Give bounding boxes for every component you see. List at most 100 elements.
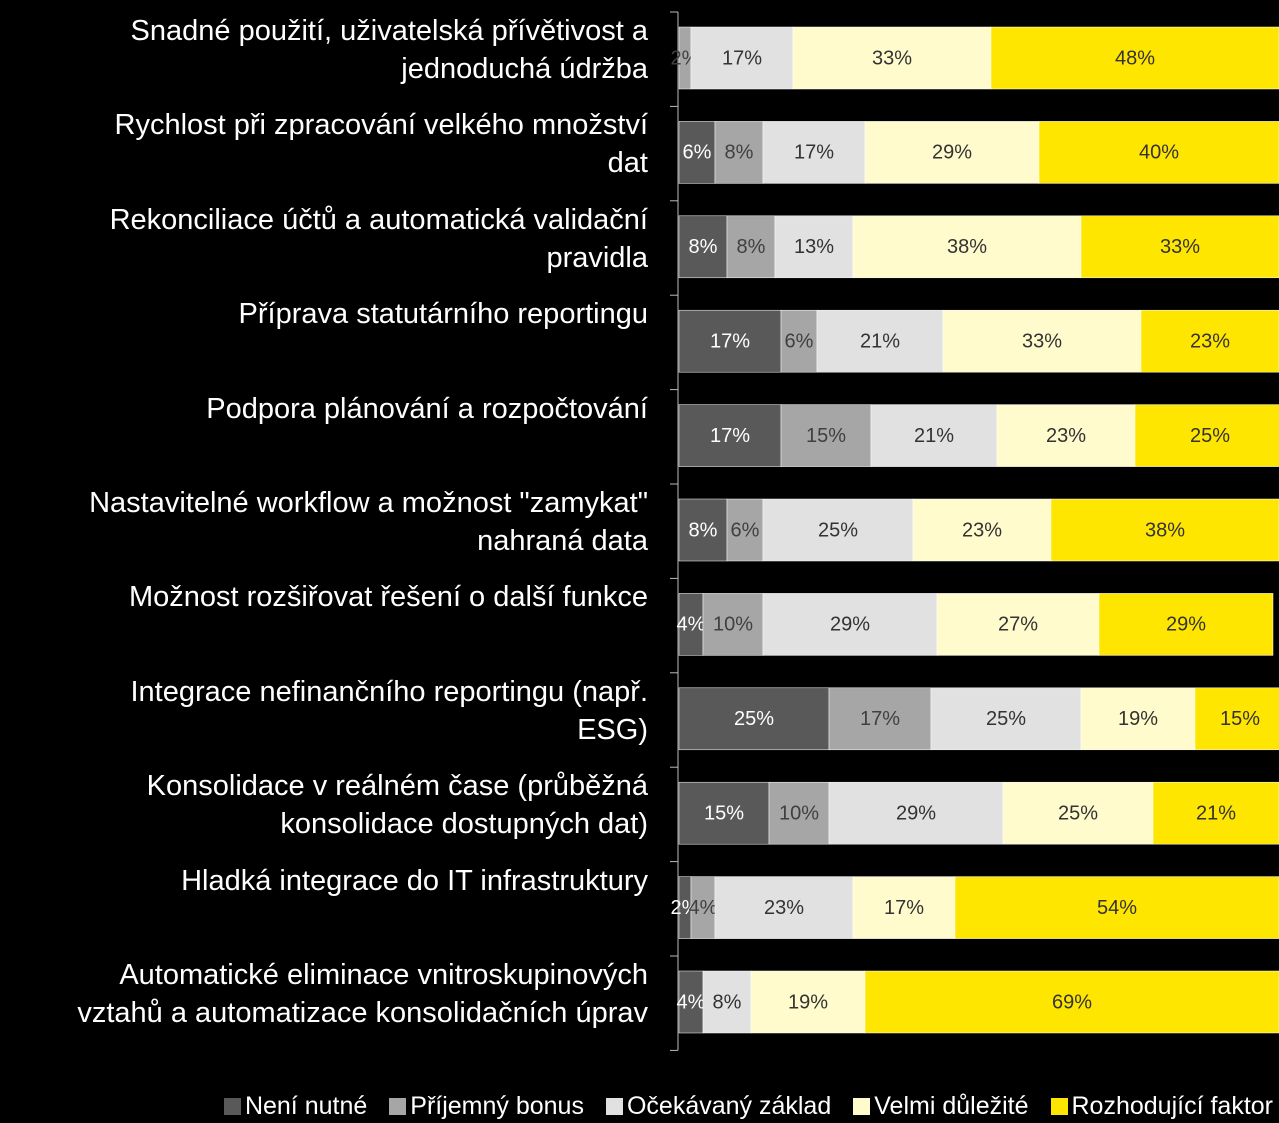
legend-label: Příjemný bonus (410, 1092, 584, 1120)
bar-segment (990, 26, 1279, 90)
category-label: Podpora plánování a rozpočtování (206, 392, 648, 425)
category-label: Rekonciliace účtů a automatická validačn… (109, 203, 648, 274)
bar-segment (780, 309, 818, 373)
bar-segment (1080, 687, 1196, 751)
value-label: 29% (932, 142, 972, 164)
bar-segment (1152, 781, 1279, 845)
value-label: 6% (731, 519, 760, 541)
value-label: 23% (962, 519, 1002, 541)
value-label: 29% (896, 802, 936, 824)
value-label: 23% (1190, 330, 1230, 352)
value-label: 69% (1052, 991, 1092, 1013)
value-label: 13% (794, 236, 834, 258)
value-label: 25% (734, 708, 774, 730)
legend-swatch (853, 1098, 871, 1115)
bar-segment (714, 876, 854, 939)
bar-segment (1080, 215, 1279, 279)
value-label: 15% (1220, 708, 1260, 730)
bar-segment (852, 215, 1082, 279)
category-label: Snadné použití, uživatelská přívětivost … (130, 15, 648, 85)
value-label: 38% (1145, 519, 1185, 541)
category-label: Integrace nefinančního reportingu (např.… (130, 675, 648, 746)
bar-segment (690, 26, 794, 90)
category-label: Nastavitelné workflow a možnost "zamykat… (89, 487, 648, 557)
bar-segment (780, 404, 872, 467)
bar-segment (828, 687, 932, 751)
value-label: 29% (830, 614, 870, 636)
value-label: 33% (872, 47, 912, 69)
value-label: 17% (860, 708, 900, 730)
category-label: Možnost rozšiřovat řešení o další funkce (128, 581, 648, 614)
bar-segment (678, 781, 770, 845)
value-label: 54% (1097, 897, 1137, 919)
category-label: Automatické eliminace vnitroskupinových … (77, 959, 648, 1029)
value-label: 8% (713, 991, 742, 1013)
category-label: Rychlost při zpracování velkého množství… (114, 109, 649, 180)
value-label: 6% (785, 330, 814, 352)
bar-segment (678, 404, 782, 467)
legend-label: Není nutné (244, 1092, 368, 1120)
bar-segment (726, 498, 764, 562)
bar-segment (768, 781, 830, 845)
legend-item: Velmi důležité (853, 1092, 1029, 1121)
value-label: 19% (1118, 708, 1158, 730)
legend: Není nutné Příjemný bonus Očekávaný základ… (223, 1092, 1274, 1121)
value-label: 23% (764, 897, 804, 919)
value-label: 17% (722, 47, 762, 69)
bar-segment (942, 309, 1142, 373)
bar-segment (852, 876, 956, 939)
value-label: 17% (710, 425, 750, 447)
value-label: 8% (737, 236, 766, 258)
value-label: 8% (689, 519, 718, 541)
value-label: 6% (683, 142, 712, 164)
legend-swatch (389, 1098, 407, 1115)
value-label: 17% (794, 142, 834, 164)
value-label: 25% (986, 708, 1026, 730)
value-label: 4% (689, 897, 718, 919)
legend-swatch (605, 1098, 623, 1115)
value-label: 10% (779, 802, 819, 824)
value-label: 25% (1058, 802, 1098, 824)
bar-segment (762, 593, 938, 656)
bar-segment (702, 970, 752, 1034)
value-label: 17% (710, 330, 750, 352)
bar-segment (774, 215, 854, 279)
category-label: Hladká integrace do IT infrastruktury (181, 864, 648, 897)
bar-segment (1194, 687, 1279, 751)
bar-segment (750, 970, 866, 1034)
value-label: 25% (1190, 425, 1230, 447)
legend-item: Rozhodující faktor (1050, 1092, 1274, 1121)
value-label: 19% (788, 991, 828, 1013)
bar-segment (1038, 121, 1279, 184)
value-label: 15% (806, 425, 846, 447)
bar-segment (702, 593, 764, 656)
legend-label: Rozhodující faktor (1071, 1092, 1274, 1120)
value-label: 25% (818, 519, 858, 541)
legend-swatch (1050, 1098, 1068, 1115)
bar-segment (762, 498, 914, 562)
value-label: 17% (884, 897, 924, 919)
value-label: 33% (1160, 236, 1200, 258)
legend-item: Příjemný bonus (389, 1092, 584, 1121)
legend-swatch (223, 1098, 241, 1115)
bar-segment (792, 26, 992, 90)
value-label: 33% (1022, 330, 1062, 352)
value-label: 10% (713, 614, 753, 636)
bar-segment (816, 309, 944, 373)
bar-segment (930, 687, 1082, 751)
legend-item: Očekávaný základ (605, 1092, 831, 1121)
legend-item: Není nutné (223, 1092, 368, 1121)
bar-segment (864, 121, 1040, 184)
value-label: 21% (914, 425, 954, 447)
bar-segment (762, 121, 866, 184)
bar-segment (954, 876, 1279, 939)
value-label: 4% (677, 614, 706, 636)
bar-segment (936, 593, 1100, 656)
bar-segment (678, 593, 704, 656)
bar-segment (1140, 309, 1279, 373)
value-label: 48% (1115, 47, 1155, 69)
bar-segment (678, 687, 830, 751)
bar-segment (1050, 498, 1279, 562)
value-label: 8% (725, 142, 754, 164)
